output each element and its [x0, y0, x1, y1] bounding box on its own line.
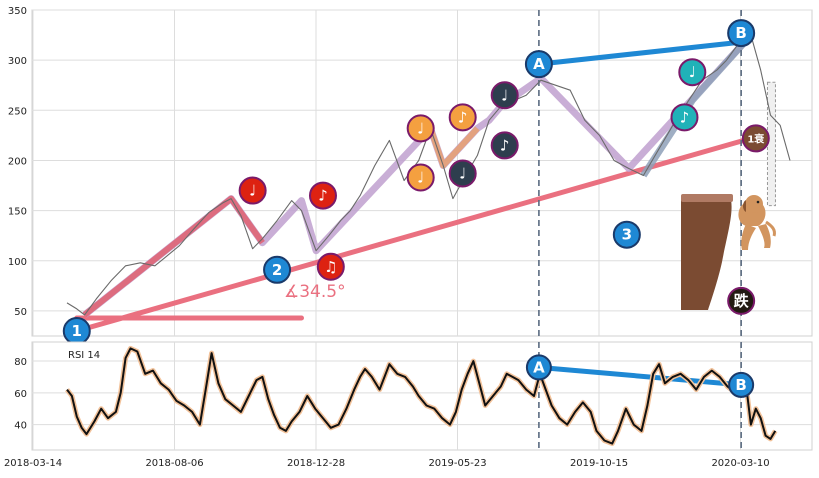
annotation-marker-label: A [533, 55, 545, 73]
indicator-markers: AB [525, 354, 755, 398]
annotation-marker: ♩ [448, 159, 477, 188]
indicator-y-tick-labels: 40 60 80 [14, 357, 27, 432]
annotation-marker: ♪ [670, 103, 699, 132]
x-tick-label: 2020-03-10 [711, 458, 769, 469]
annotation-marker-circle [741, 124, 770, 153]
y-tick-label: 150 [8, 207, 27, 218]
annotation-marker-circle [406, 114, 435, 143]
annotation-marker-circle [490, 81, 519, 110]
annotation-marker-label: ♪ [680, 108, 690, 126]
annotation-marker: ♩ [238, 176, 267, 205]
annotation-marker: 跌 [727, 286, 756, 315]
annotation-marker: B [727, 19, 756, 48]
annotation-marker-label: ♩ [249, 182, 256, 200]
indicator-grid [32, 342, 812, 450]
annotation-marker-label: 1衰 [747, 132, 765, 145]
rsi-divergence-line [536, 364, 744, 388]
annotation-marker: 2 [263, 255, 292, 284]
x-tick-label: 2018-08-06 [145, 458, 203, 469]
indicator-plot-background [31, 341, 813, 451]
rsi-line [66, 347, 777, 445]
annotation-marker-label: ♩ [459, 165, 466, 183]
annotation-marker-circle [238, 176, 267, 205]
x-tick-label: 2019-10-15 [570, 458, 628, 469]
annotation-marker: B [728, 371, 755, 398]
annotation-marker-circle [728, 371, 755, 398]
annotation-marker-label: ♩ [417, 119, 424, 137]
y-tick-label: 40 [14, 421, 27, 432]
annotation-marker: 1 [62, 316, 91, 345]
support-trendline [74, 135, 754, 334]
annotation-marker-circle [448, 103, 477, 132]
annotation-marker-circle [670, 103, 699, 132]
y-tick-label: 60 [14, 389, 27, 400]
dog-illustration [738, 195, 776, 250]
annotation-marker: ♩ [406, 114, 435, 143]
price-y-tick-labels: 50 100 150 200 250 300 350 [8, 6, 27, 318]
annotation-marker-label: ♩ [501, 86, 508, 104]
annotation-marker-circle [727, 19, 756, 48]
annotation-marker-label: 2 [272, 261, 282, 279]
y-tick-label: 300 [8, 56, 27, 67]
annotation-marker-label: 1 [72, 322, 82, 340]
annotation-marker-circle [263, 255, 292, 284]
annotation-marker: ♩ [406, 163, 435, 192]
annotation-marker: 1衰 [741, 124, 770, 153]
y-tick-label: 250 [8, 106, 27, 117]
annotation-marker: ♪ [448, 103, 477, 132]
annotation-marker-label: ♪ [458, 108, 468, 126]
x-tick-label: 2019-05-23 [428, 458, 486, 469]
cliff-illustration [681, 194, 733, 310]
annotation-marker-label: ♩ [689, 63, 696, 81]
price-panel: 50 100 150 200 250 300 350 1 2 3 A B ♩ ♪ ♫ ♩ ♩ ♪ ♩ ♩ ♪ ♩ ♪ 1衰跌 [8, 6, 813, 345]
annotation-marker: ♩ [490, 81, 519, 110]
annotation-marker: ♩ [678, 58, 707, 87]
annotation-marker-circle [727, 286, 756, 315]
annotation-marker: ♫ [316, 252, 345, 281]
x-tick-labels: 2018-03-14 2018-08-06 2018-12-28 2019-05-23… [4, 458, 770, 469]
annotation-marker-circle [448, 159, 477, 188]
annotation-marker-label: ♩ [417, 169, 424, 187]
annotation-marker: ♪ [308, 181, 337, 210]
annotation-marker-label: A [533, 358, 545, 376]
angle-label: ∡34.5° [284, 282, 346, 302]
price-markers: 1 2 3 A B ♩ ♪ ♫ ♩ ♩ ♪ ♩ ♩ ♪ ♩ ♪ 1衰跌 [62, 19, 770, 345]
annotation-marker-label: ♪ [500, 136, 510, 154]
annotation-marker-label: ♫ [324, 258, 337, 276]
y-tick-label: 100 [8, 257, 27, 268]
annotation-marker-label: B [735, 376, 746, 394]
indicator-label: RSI 14 [68, 350, 100, 361]
annotation-marker-label: ♪ [318, 187, 328, 205]
y-tick-label: 50 [14, 307, 27, 318]
annotation-marker-label: 3 [622, 226, 632, 244]
annotation-marker-circle [525, 354, 552, 381]
annotation-marker: A [525, 354, 552, 381]
indicator-series [65, 345, 778, 447]
annotation-marker-circle [308, 181, 337, 210]
annotation-marker: 3 [612, 220, 641, 249]
y-tick-label: 80 [14, 357, 27, 368]
annotation-marker-circle [612, 220, 641, 249]
annotation-marker-circle [316, 252, 345, 281]
y-tick-label: 200 [8, 156, 27, 167]
x-tick-label: 2018-03-14 [4, 458, 62, 469]
annotation-marker-circle [524, 50, 553, 79]
annotation-marker-circle [678, 58, 707, 87]
annotation-marker-circle [406, 163, 435, 192]
annotation-marker: ♪ [490, 131, 519, 160]
x-tick-label: 2018-12-28 [287, 458, 345, 469]
zigzag-swing [640, 32, 754, 178]
divergence-line-a-b [536, 39, 744, 67]
y-tick-label: 350 [8, 6, 27, 17]
annotation-marker-label: B [735, 24, 746, 42]
annotation-marker-circle [490, 131, 519, 160]
annotation-marker-label: 跌 [734, 292, 750, 310]
annotation-marker: A [524, 50, 553, 79]
